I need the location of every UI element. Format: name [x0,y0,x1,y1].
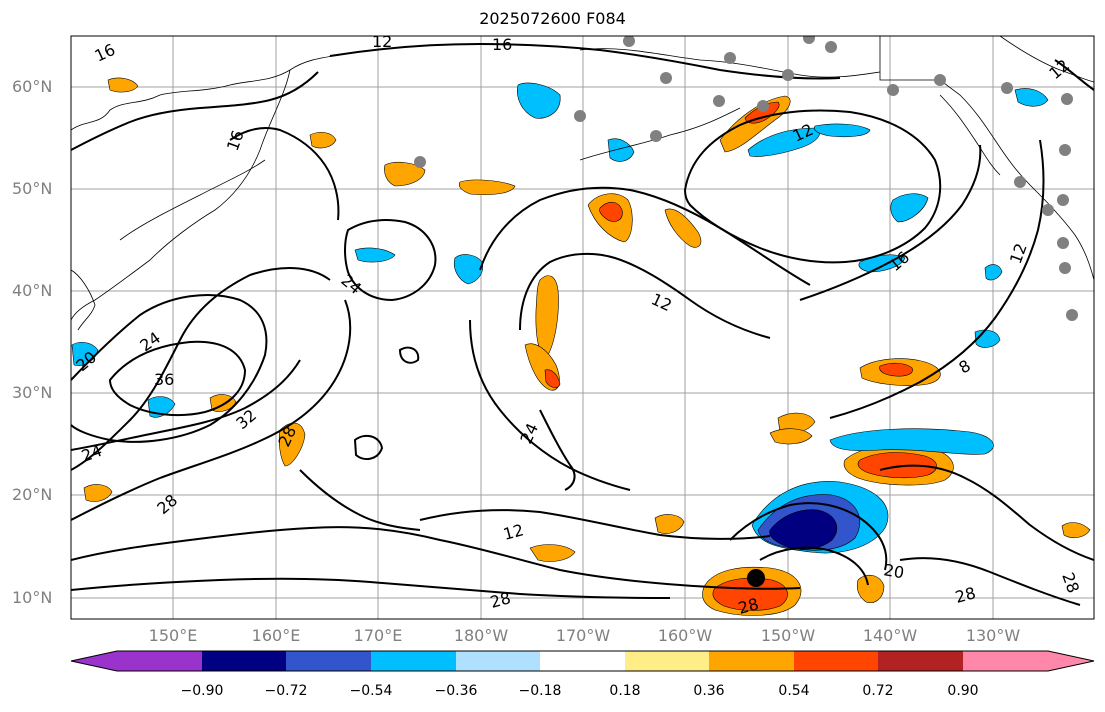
station-dot [724,52,736,64]
contour-label: 20 [882,560,905,582]
station-dot [825,41,837,53]
station-dot [757,100,769,112]
lon-label-150w: 150°W [760,626,816,645]
colorbar-tick-label: −0.90 [180,683,224,699]
station-dot [1057,194,1069,206]
lat-label-20n: 20°N [12,485,53,504]
lon-label-130w: 130°W [965,626,1021,645]
contour-label: 16 [492,35,512,54]
lat-label-60n: 60°N [12,77,53,96]
station-dot [1059,144,1071,156]
contour-label: 28 [953,583,978,607]
station-dot [1014,176,1026,188]
storm-center-marker [747,569,765,587]
contour-label: 28 [736,594,761,618]
colorbar-tick-label: −0.72 [264,683,308,699]
station-dot [1001,82,1013,94]
colorbar-tick-label: −0.54 [349,683,393,699]
station-dot [934,74,946,86]
map-title: 2025072600 F084 [479,9,626,28]
lon-label-170e: 170°E [353,626,403,645]
coastlines [71,36,1094,331]
contour-label: 28 [488,588,513,612]
shaded-field [71,77,1091,616]
station-dot [1059,262,1071,274]
station-dot [623,36,635,47]
station-dot [713,95,725,107]
station-dot [782,69,794,81]
colorbar-tick-label: 0.72 [862,683,894,699]
lat-label-10n: 10°N [12,588,53,607]
station-dot [414,156,426,168]
contour-label: 12 [501,520,526,544]
negative-core-inner [769,509,838,550]
colorbar-tick-label: 0.90 [947,683,979,699]
contour-label: 12 [372,32,392,51]
lon-label-160w: 160°W [657,626,713,645]
colorbar-tick-label: 0.18 [609,683,641,699]
lon-label-160e: 160°E [251,626,301,645]
lon-label-150e: 150°E [148,626,198,645]
lon-label-180w: 180°W [453,626,509,645]
lon-label-140w: 140°W [862,626,918,645]
station-dots [414,36,1078,321]
lat-label-30n: 30°N [12,383,53,402]
station-dot [660,72,672,84]
station-dot [803,36,815,44]
lon-label-170w: 170°W [555,626,611,645]
station-dot [1057,237,1069,249]
station-dot [574,110,586,122]
station-dot [1042,204,1054,216]
station-dot [1066,309,1078,321]
colorbar-tick-label: 0.36 [693,683,725,699]
contour-lines [71,42,1094,606]
colorbar-tick-label: −0.18 [518,683,562,699]
contour-label: 36 [154,370,174,389]
lat-label-40n: 40°N [12,281,53,300]
station-dot [887,84,899,96]
map-frame [70,35,1095,620]
lat-label-50n: 50°N [12,179,53,198]
station-dot [650,130,662,142]
colorbar-tick-label: −0.36 [434,683,478,699]
colorbar-tick-label: 0.54 [778,683,810,699]
station-dot [1061,93,1073,105]
